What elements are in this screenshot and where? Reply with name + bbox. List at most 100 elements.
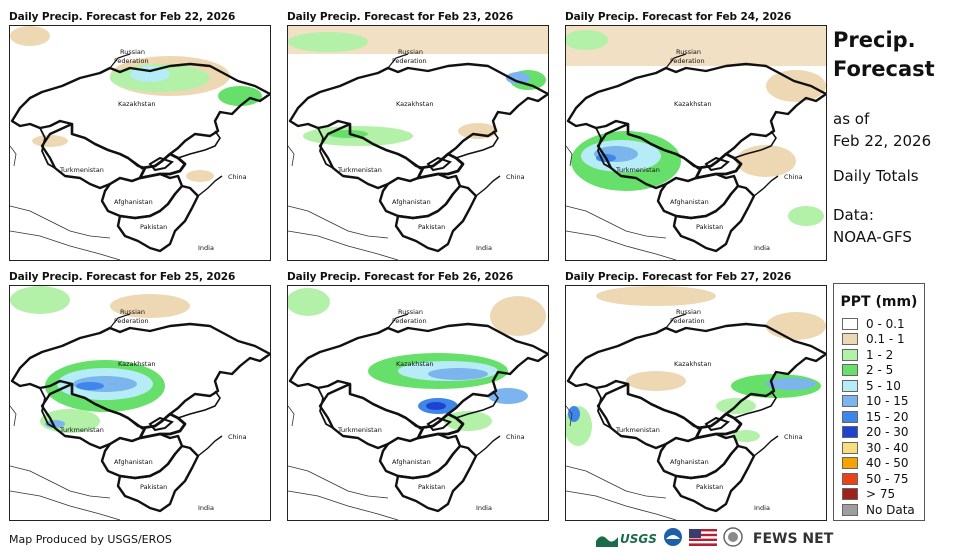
- svg-text:Afghanistan: Afghanistan: [114, 198, 153, 206]
- svg-text:Federation: Federation: [670, 317, 705, 325]
- legend-item: 50 - 75: [834, 471, 924, 487]
- legend-label: 50 - 75: [866, 471, 909, 486]
- svg-text:India: India: [476, 504, 492, 512]
- legend-label: 1 - 2: [866, 347, 894, 362]
- svg-text:Kazakhstan: Kazakhstan: [396, 100, 433, 108]
- svg-text:Russian: Russian: [120, 308, 145, 316]
- legend-item: 15 - 20: [834, 409, 924, 425]
- legend-label: > 75: [866, 487, 896, 502]
- state-seal-icon: [723, 527, 743, 551]
- svg-text:Kazakhstan: Kazakhstan: [674, 360, 711, 368]
- legend-label: 30 - 40: [866, 440, 909, 455]
- svg-text:China: China: [506, 173, 525, 181]
- svg-text:Federation: Federation: [114, 317, 149, 325]
- legend-item: 0 - 0.1: [834, 316, 924, 332]
- legend-item: 0.1 - 1: [834, 332, 924, 348]
- svg-text:Afghanistan: Afghanistan: [670, 198, 709, 206]
- legend-swatch: [842, 426, 858, 439]
- usgs-logo: USGS: [596, 531, 657, 547]
- legend-swatch: [842, 379, 858, 392]
- svg-text:Turkmenistan: Turkmenistan: [615, 166, 660, 174]
- svg-text:Turkmenistan: Turkmenistan: [615, 426, 660, 434]
- svg-text:Afghanistan: Afghanistan: [670, 458, 709, 466]
- precip-map: Russian Federation Kazakhstan Turkmenist…: [565, 285, 827, 521]
- legend-swatch: [842, 457, 858, 470]
- panel-title: Daily Precip. Forecast for Feb 25, 2026: [9, 271, 236, 283]
- svg-text:Kazakhstan: Kazakhstan: [674, 100, 711, 108]
- panel-title: Daily Precip. Forecast for Feb 22, 2026: [9, 11, 236, 23]
- svg-text:Kazakhstan: Kazakhstan: [118, 360, 155, 368]
- map-credit: Map Produced by USGS/EROS: [9, 533, 172, 546]
- side-title-line2: Forecast: [833, 57, 935, 81]
- svg-text:China: China: [506, 433, 525, 441]
- legend-item: 1 - 2: [834, 347, 924, 363]
- svg-text:Federation: Federation: [114, 57, 149, 65]
- legend-swatch: [842, 364, 858, 377]
- precip-map: Russian Federation Kazakhstan Turkmenist…: [9, 285, 271, 521]
- svg-text:Turkmenistan: Turkmenistan: [337, 166, 382, 174]
- daily-totals: Daily Totals: [833, 167, 919, 185]
- svg-text:Russian: Russian: [398, 308, 423, 316]
- svg-text:Federation: Federation: [392, 57, 427, 65]
- legend-label: 15 - 20: [866, 409, 909, 424]
- svg-text:Afghanistan: Afghanistan: [114, 458, 153, 466]
- legend-swatch: [842, 488, 858, 501]
- panel-title: Daily Precip. Forecast for Feb 27, 2026: [565, 271, 792, 283]
- svg-text:Russian: Russian: [676, 48, 701, 56]
- legend-item: 5 - 10: [834, 378, 924, 394]
- svg-text:Russian: Russian: [398, 48, 423, 56]
- svg-text:Pakistan: Pakistan: [140, 223, 167, 231]
- panel-title: Daily Precip. Forecast for Feb 26, 2026: [287, 271, 514, 283]
- data-label: Data:: [833, 206, 874, 224]
- svg-text:Pakistan: Pakistan: [140, 483, 167, 491]
- legend-item: 10 - 15: [834, 394, 924, 410]
- panel-title: Daily Precip. Forecast for Feb 23, 2026: [287, 11, 514, 23]
- svg-text:Pakistan: Pakistan: [418, 483, 445, 491]
- svg-text:Turkmenistan: Turkmenistan: [59, 166, 104, 174]
- precip-map: Russian Federation Kazakhstan Turkmenist…: [565, 25, 827, 261]
- svg-text:India: India: [476, 244, 492, 252]
- legend-swatch: [842, 441, 858, 454]
- svg-text:Pakistan: Pakistan: [418, 223, 445, 231]
- data-source: NOAA-GFS: [833, 228, 912, 246]
- legend-swatch: [842, 410, 858, 423]
- legend-title: PPT (mm): [840, 294, 918, 310]
- noaa-logo-icon: [663, 527, 683, 551]
- legend-label: 10 - 15: [866, 394, 909, 409]
- legend-item: 40 - 50: [834, 456, 924, 472]
- legend-item: 2 - 5: [834, 363, 924, 379]
- legend-swatch: [842, 395, 858, 408]
- legend-swatch: [842, 348, 858, 361]
- legend-swatch: [842, 333, 858, 346]
- precip-map: Russian Federation Kazakhstan Turkmenist…: [9, 25, 271, 261]
- logo-bar: USGS FEWS NET: [596, 527, 833, 551]
- side-title-line1: Precip.: [833, 28, 916, 52]
- legend-label: 2 - 5: [866, 363, 894, 378]
- legend-label: 40 - 50: [866, 456, 909, 471]
- legend-label: 0.1 - 1: [866, 332, 905, 347]
- svg-text:Afghanistan: Afghanistan: [392, 198, 431, 206]
- svg-text:Kazakhstan: Kazakhstan: [118, 100, 155, 108]
- precip-map: Russian Federation Kazakhstan Turkmenist…: [287, 25, 549, 261]
- precip-map: Russian Federation Kazakhstan Turkmenist…: [287, 285, 549, 521]
- as-of-label: as of: [833, 110, 870, 128]
- panel-title: Daily Precip. Forecast for Feb 24, 2026: [565, 11, 792, 23]
- legend-label: 20 - 30: [866, 425, 909, 440]
- svg-text:Turkmenistan: Turkmenistan: [59, 426, 104, 434]
- legend-swatch: [842, 503, 858, 516]
- legend-item: 30 - 40: [834, 440, 924, 456]
- svg-text:Federation: Federation: [670, 57, 705, 65]
- legend-item: > 75: [834, 487, 924, 503]
- side-info: Precip. Forecast as of Feb 22, 2026 Dail…: [833, 26, 935, 248]
- svg-text:China: China: [784, 433, 803, 441]
- us-flag-icon: [688, 528, 717, 550]
- svg-text:Russian: Russian: [676, 308, 701, 316]
- svg-text:India: India: [198, 504, 214, 512]
- svg-text:Federation: Federation: [392, 317, 427, 325]
- svg-text:Kazakhstan: Kazakhstan: [396, 360, 433, 368]
- svg-text:China: China: [784, 173, 803, 181]
- svg-text:China: China: [228, 173, 247, 181]
- svg-text:Afghanistan: Afghanistan: [392, 458, 431, 466]
- svg-text:Turkmenistan: Turkmenistan: [337, 426, 382, 434]
